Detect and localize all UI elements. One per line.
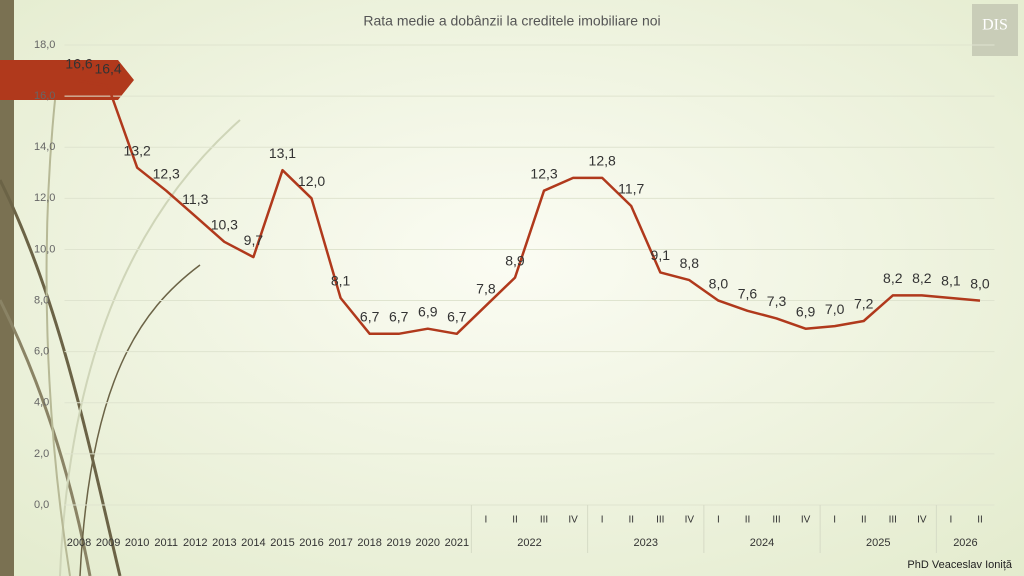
x-tick-label: IV [917,515,927,526]
data-label: 10,3 [211,216,238,232]
y-tick-label: 4,0 [34,397,49,409]
x-tick-label: 2020 [416,537,440,549]
x-tick-label: IV [801,515,811,526]
y-tick-label: 8,0 [34,294,49,306]
x-tick-label: II [628,515,634,526]
x-tick-label: II [512,515,518,526]
y-tick-label: 6,0 [34,346,49,358]
data-label: 8,9 [505,252,525,268]
y-tick-label: 18,0 [34,39,55,51]
data-label: 12,3 [530,165,557,181]
logo: DIS [982,17,1008,34]
data-label: 8,1 [941,273,961,289]
chart-title: Rata medie a dobânzii la creditele imobi… [363,13,660,29]
data-label: 6,7 [389,308,409,324]
x-tick-label: 2009 [96,537,120,549]
x-tick-label: 2016 [299,537,323,549]
data-label: 7,3 [767,293,787,309]
data-label: 13,1 [269,145,296,161]
data-label: 8,0 [709,275,729,291]
x-tick-label: 2017 [328,537,352,549]
data-label: 11,7 [618,181,644,197]
x-tick-label: III [656,515,664,526]
logo-box [972,4,1018,56]
x-tick-label: 2013 [212,537,236,549]
data-label: 6,7 [360,308,380,324]
author: PhD Veaceslav Ioniță [907,559,1012,571]
x-tick-label: II [977,515,983,526]
x-tick-label: II [745,515,751,526]
data-label: 7,2 [854,296,874,312]
x-tick-label: III [540,515,548,526]
data-label: 8,2 [883,270,903,286]
data-label: 7,6 [738,285,758,301]
arrow-banner [0,60,134,100]
x-group-label: 2024 [750,537,774,549]
x-tick-label: II [861,515,867,526]
x-tick-label: IV [685,515,695,526]
data-label: 13,2 [124,142,151,158]
x-group-label: 2022 [517,537,541,549]
x-tick-label: 2019 [386,537,410,549]
data-label: 6,9 [796,303,816,319]
data-label: 8,1 [331,273,351,289]
side-bar [0,0,14,576]
x-tick-label: I [833,515,836,526]
x-tick-label: 2015 [270,537,294,549]
x-tick-label: 2010 [125,537,149,549]
x-group-label: 2023 [634,537,658,549]
y-tick-label: 14,0 [34,141,55,153]
x-tick-label: 2011 [154,537,178,549]
data-label: 7,0 [825,301,845,317]
y-tick-label: 10,0 [34,243,55,255]
data-label: 8,8 [680,255,700,271]
data-label: 12,8 [589,153,616,169]
data-label: 11,3 [182,191,208,207]
y-tick-label: 12,0 [34,192,55,204]
data-label: 8,2 [912,270,932,286]
data-label: 6,7 [447,308,467,324]
x-tick-label: III [889,515,897,526]
y-tick-label: 2,0 [34,448,49,460]
data-label: 12,0 [298,173,325,189]
x-tick-label: I [717,515,720,526]
y-tick-label: 0,0 [34,499,49,511]
data-label: 9,1 [651,247,671,263]
data-label: 6,9 [418,303,438,319]
y-tick-label: 16,0 [34,90,55,102]
x-tick-label: I [485,515,488,526]
x-tick-label: III [772,515,780,526]
x-tick-label: 2014 [241,537,265,549]
x-tick-label: IV [568,515,578,526]
x-group-label: 2025 [866,537,890,549]
x-tick-label: 2012 [183,537,207,549]
data-label: 8,0 [970,275,990,291]
x-tick-label: 2008 [67,537,91,549]
x-tick-label: 2018 [357,537,381,549]
x-tick-label: 2021 [445,537,469,549]
x-tick-label: I [950,515,953,526]
data-label: 7,8 [476,280,496,296]
data-line [78,79,981,336]
x-group-label: 2026 [953,537,977,549]
data-label: 9,7 [244,232,264,248]
x-tick-label: I [601,515,604,526]
data-label: 16,4 [94,61,121,77]
data-label: 12,3 [153,165,180,181]
data-label: 16,6 [65,55,92,71]
